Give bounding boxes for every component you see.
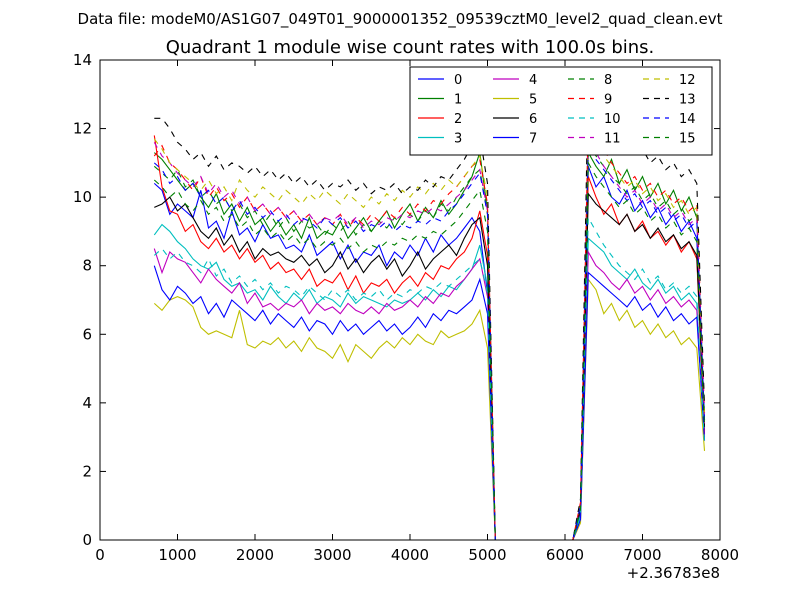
chart-title: Quadrant 1 module wise count rates with …: [166, 37, 655, 58]
x-tick-label: 6000: [546, 546, 584, 564]
series-line-10: [153, 215, 706, 540]
series-line-11: [153, 135, 706, 540]
series-line-5: [153, 277, 706, 540]
legend-label-1: 1: [454, 93, 462, 108]
series-line-14: [153, 143, 706, 540]
y-tick-label: 4: [82, 394, 92, 412]
y-tick-label: 6: [82, 325, 92, 343]
y-tick-label: 8: [82, 257, 92, 275]
x-tick-label: 5000: [468, 546, 506, 564]
legend-label-15: 15: [679, 132, 696, 147]
suptitle: Data file: modeM0/AS1G07_049T01_90000013…: [78, 10, 723, 29]
series-line-4: [153, 248, 706, 540]
legend-label-13: 13: [679, 93, 696, 108]
series-line-2: [153, 135, 706, 540]
legend-label-7: 7: [529, 132, 537, 147]
x-tick-label: 0: [95, 546, 105, 564]
legend-label-2: 2: [454, 112, 462, 127]
series-line-15: [153, 160, 706, 540]
series-line-12: [153, 128, 706, 540]
x-tick-label: 3000: [313, 546, 351, 564]
x-offset-text: +2.36783e8: [627, 564, 720, 582]
y-tick-label: 0: [82, 531, 92, 549]
y-tick-label: 10: [73, 188, 92, 206]
legend-box: [409, 66, 713, 156]
series-layer: [153, 73, 706, 540]
legend-label-12: 12: [679, 73, 696, 88]
series-line-6: [154, 192, 706, 540]
y-tick-label: 2: [82, 462, 92, 480]
legend-label-5: 5: [529, 93, 537, 108]
legend-label-3: 3: [454, 132, 462, 147]
x-tick-label: 7000: [623, 546, 661, 564]
x-tick-label: 4000: [391, 546, 429, 564]
legend-label-6: 6: [529, 112, 537, 127]
x-tick-label: 1000: [158, 546, 196, 564]
ticks-layer: 0 1000 2000 3000 4000 5000 6000 7000 80000246810…: [73, 51, 739, 564]
series-line-0: [153, 166, 706, 540]
series-line-1: [153, 150, 706, 540]
legend-label-11: 11: [604, 132, 621, 147]
legend-label-9: 9: [604, 93, 612, 108]
legend-label-0: 0: [454, 73, 462, 88]
y-tick-label: 12: [73, 120, 92, 138]
x-tick-label: 8000: [701, 546, 739, 564]
series-line-8: [153, 140, 706, 540]
legend-label-14: 14: [679, 112, 696, 127]
legend-label-8: 8: [604, 73, 612, 88]
series-line-9: [153, 114, 706, 540]
legend-label-10: 10: [604, 112, 621, 127]
series-line-3: [153, 223, 706, 540]
legend-label-4: 4: [529, 73, 537, 88]
y-tick-label: 14: [73, 51, 92, 69]
series-line-7: [153, 265, 706, 540]
x-tick-label: 2000: [236, 546, 274, 564]
